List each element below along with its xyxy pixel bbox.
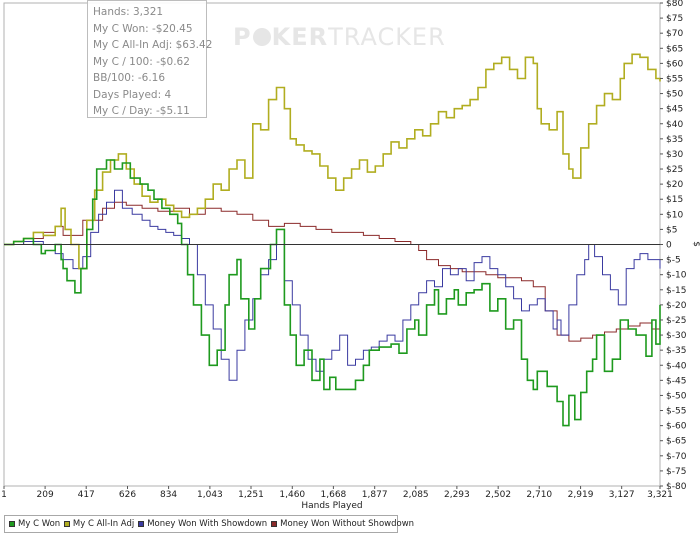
y-tick-label: $-75 <box>666 467 686 477</box>
y-tick-label: $15 <box>666 195 683 205</box>
y-tick-label: $35 <box>666 135 683 145</box>
y-tick-label: $80 <box>666 0 683 9</box>
poker-chip-icon <box>252 28 271 46</box>
y-tick-label: $40 <box>666 120 683 130</box>
x-tick-label: 1,251 <box>238 490 264 500</box>
y-tick-label: $60 <box>666 59 683 69</box>
y-tick-label: $-45 <box>666 376 686 386</box>
y-tick-label: $-40 <box>666 361 687 371</box>
y-tick-label: $30 <box>666 150 683 160</box>
stat-hands: Hands: 3,321 <box>93 6 164 18</box>
y-tick-label: $-35 <box>666 346 686 356</box>
legend-swatch <box>271 521 278 527</box>
stat-per-day: My C / Day: -$5.11 <box>93 105 190 117</box>
y-tick-label: $65 <box>666 44 683 54</box>
x-tick-label: 3,127 <box>609 490 635 500</box>
y-tick-label: $-60 <box>666 422 687 432</box>
legend-swatch <box>9 521 15 527</box>
x-tick-label: 1,668 <box>321 490 347 500</box>
y-tick-label: $10 <box>666 210 683 220</box>
x-tick-label: 834 <box>160 490 177 500</box>
y-tick-label: $-65 <box>666 437 686 447</box>
series-line-money-won-with-showdown <box>4 189 661 381</box>
x-tick-label: 2,710 <box>526 490 552 500</box>
x-tick-label: 209 <box>37 490 54 500</box>
y-tick-label: $-30 <box>666 331 687 341</box>
y-axis-label: $ <box>691 241 700 247</box>
y-tick-label: $-5 <box>666 256 681 266</box>
legend-item-my-c-won[interactable]: My C Won <box>5 519 60 529</box>
legend-label: My C Won <box>18 519 61 529</box>
x-tick-label: 1,460 <box>279 490 305 500</box>
legend-label: Money Won With Showdown <box>147 519 268 529</box>
legend-item-without-showdown[interactable]: Money Won Without Showdown <box>267 519 414 529</box>
stat-allin-adj: My C All-In Adj: $63.42 <box>93 39 213 51</box>
y-tick-label: 0 <box>666 241 672 251</box>
y-tick-label: $-10 <box>666 271 687 281</box>
legend-label: My C All-In Adj <box>72 519 135 529</box>
y-tick-label: $70 <box>666 29 683 39</box>
legend-swatch <box>64 521 70 527</box>
stat-won: My C Won: -$20.45 <box>93 22 193 35</box>
legend: My C Won My C All-In Adj Money Won With … <box>4 515 414 533</box>
x-tick-label: 417 <box>78 490 95 500</box>
pokertracker-watermark: P KERTRACKER <box>233 23 446 51</box>
legend-label: Money Won Without Showdown <box>280 519 415 529</box>
y-tick-label: $-25 <box>666 316 686 326</box>
stat-bb100: BB/100: -6.16 <box>93 72 166 84</box>
y-tick-label: $55 <box>666 74 683 84</box>
x-tick-label: 2,919 <box>568 490 594 500</box>
y-tick-label: $25 <box>666 165 683 175</box>
y-tick-label: $-20 <box>666 301 687 311</box>
y-tick-label: $20 <box>666 180 683 190</box>
y-tick-label: $-15 <box>666 286 686 296</box>
y-tick-label: $-55 <box>666 407 686 417</box>
x-tick-label: 1 <box>1 490 7 500</box>
x-tick-label: 1,877 <box>362 490 388 500</box>
y-tick-label: $-80 <box>666 482 687 492</box>
y-tick-label: $-50 <box>666 391 687 401</box>
y-tick-label: $-70 <box>666 452 687 462</box>
stat-days: Days Played: 4 <box>93 88 172 101</box>
y-tick-label: $5 <box>666 225 677 235</box>
x-tick-label: 3,321 <box>647 490 673 500</box>
y-tick-label: $75 <box>666 14 683 24</box>
y-tick-label: $50 <box>666 90 683 100</box>
x-tick-label: 2,293 <box>444 490 470 500</box>
series-layer <box>4 53 661 427</box>
x-axis-label: Hands Played <box>301 501 362 511</box>
stat-per-100: My C / 100: -$0.62 <box>93 55 190 68</box>
series-line-my-c-all-in-adj <box>4 53 661 270</box>
x-tick-label: 2,502 <box>485 490 511 500</box>
y-tick-label: $45 <box>666 105 683 115</box>
x-axis: 1 209 417 626 834 1,043 1,251 1,460 1,668 1,877 2,… <box>1 486 673 500</box>
x-tick-label: 2,085 <box>403 490 429 500</box>
series-line-my-c-won <box>4 159 661 427</box>
x-tick-label: 626 <box>119 490 136 500</box>
legend-item-with-showdown[interactable]: Money Won With Showdown <box>134 519 267 529</box>
y-axis: $80$75$70$65$60$55$50$45$40$35$30$25$20$… <box>660 0 687 492</box>
x-tick-label: 1,043 <box>197 490 223 500</box>
legend-swatch <box>138 521 145 527</box>
stats-box: Hands: 3,321 My C Won: -$20.45 My C All-… <box>87 0 213 118</box>
series-line-money-won-without-showdown <box>4 201 661 342</box>
legend-item-all-in-adj[interactable]: My C All-In Adj <box>60 519 134 529</box>
